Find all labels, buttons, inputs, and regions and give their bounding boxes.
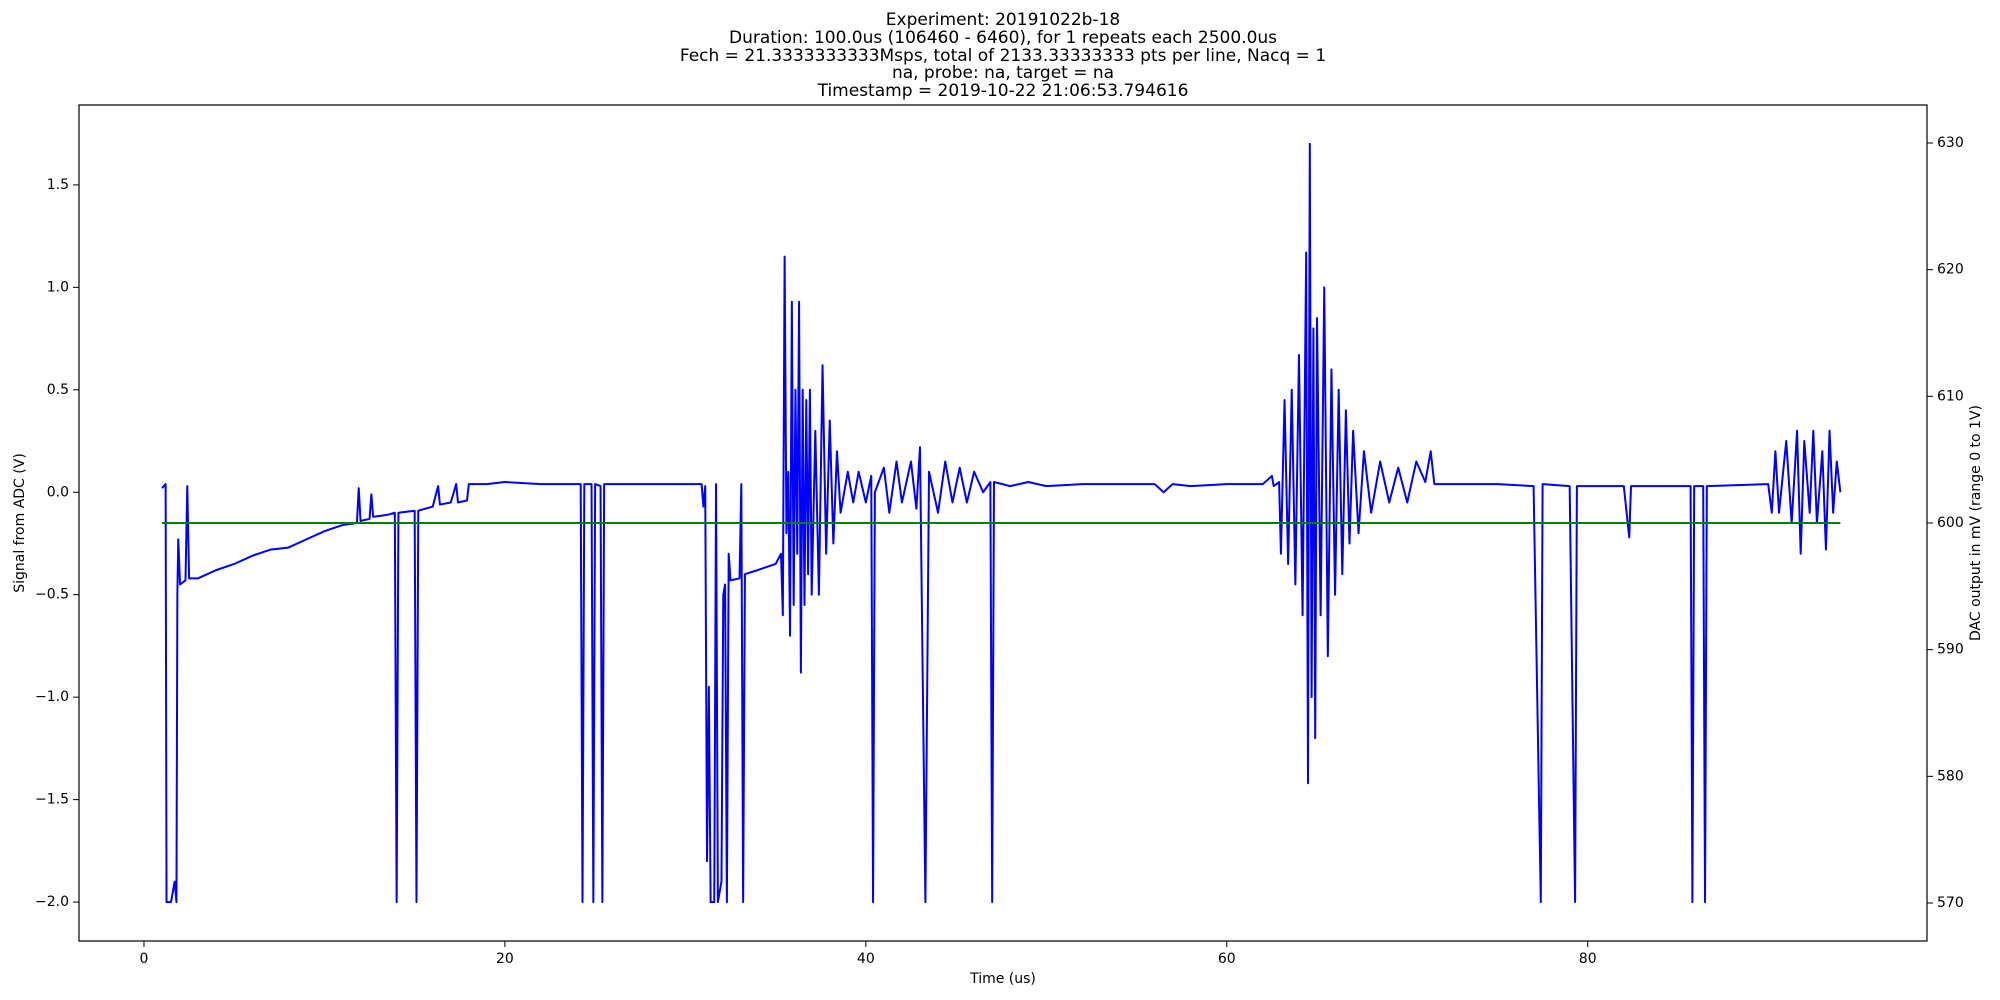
title-line: Fech = 21.3333333333Msps, total of 2133.… <box>680 46 1326 66</box>
y-tick-label: −0.5 <box>35 587 69 603</box>
x-tick-label: 80 <box>1579 951 1597 967</box>
y-axis-label: Signal from ADC (V) <box>12 453 28 593</box>
title-line: Duration: 100.0us (106460 - 6460), for 1… <box>729 28 1277 48</box>
title-line: na, probe: na, target = na <box>892 63 1114 83</box>
data-line <box>161 142 1842 904</box>
y-tick-label: 1.5 <box>47 177 69 193</box>
x-tick-label: 40 <box>857 951 875 967</box>
y-tick-label: −1.5 <box>35 792 69 808</box>
x-tick-label: 60 <box>1218 951 1236 967</box>
y-tick-label: 0.5 <box>47 382 69 398</box>
y-tick-label: 0.0 <box>47 484 69 500</box>
y2-tick-label: 570 <box>1937 895 1964 911</box>
x-axis-label: Time (us) <box>969 971 1036 987</box>
y-tick-label: 1.0 <box>47 279 69 295</box>
title-line: Timestamp = 2019-10-22 21:06:53.794616 <box>817 81 1189 101</box>
y2-tick-label: 580 <box>1937 768 1964 784</box>
y-tick-label: −1.0 <box>35 689 69 705</box>
x-tick-label: 0 <box>140 951 149 967</box>
y2-tick-label: 630 <box>1937 135 1964 151</box>
y2-axis-label: DAC output in mV (range 0 to 1V) <box>1968 405 1984 641</box>
y2-tick-label: 590 <box>1937 642 1964 658</box>
y2-tick-label: 620 <box>1937 262 1964 278</box>
y-tick-label: −2.0 <box>35 894 69 910</box>
y2-tick-label: 610 <box>1937 388 1964 404</box>
title-line: Experiment: 20191022b-18 <box>886 10 1120 30</box>
x-tick-label: 20 <box>496 951 514 967</box>
y2-tick-label: 600 <box>1937 515 1964 531</box>
